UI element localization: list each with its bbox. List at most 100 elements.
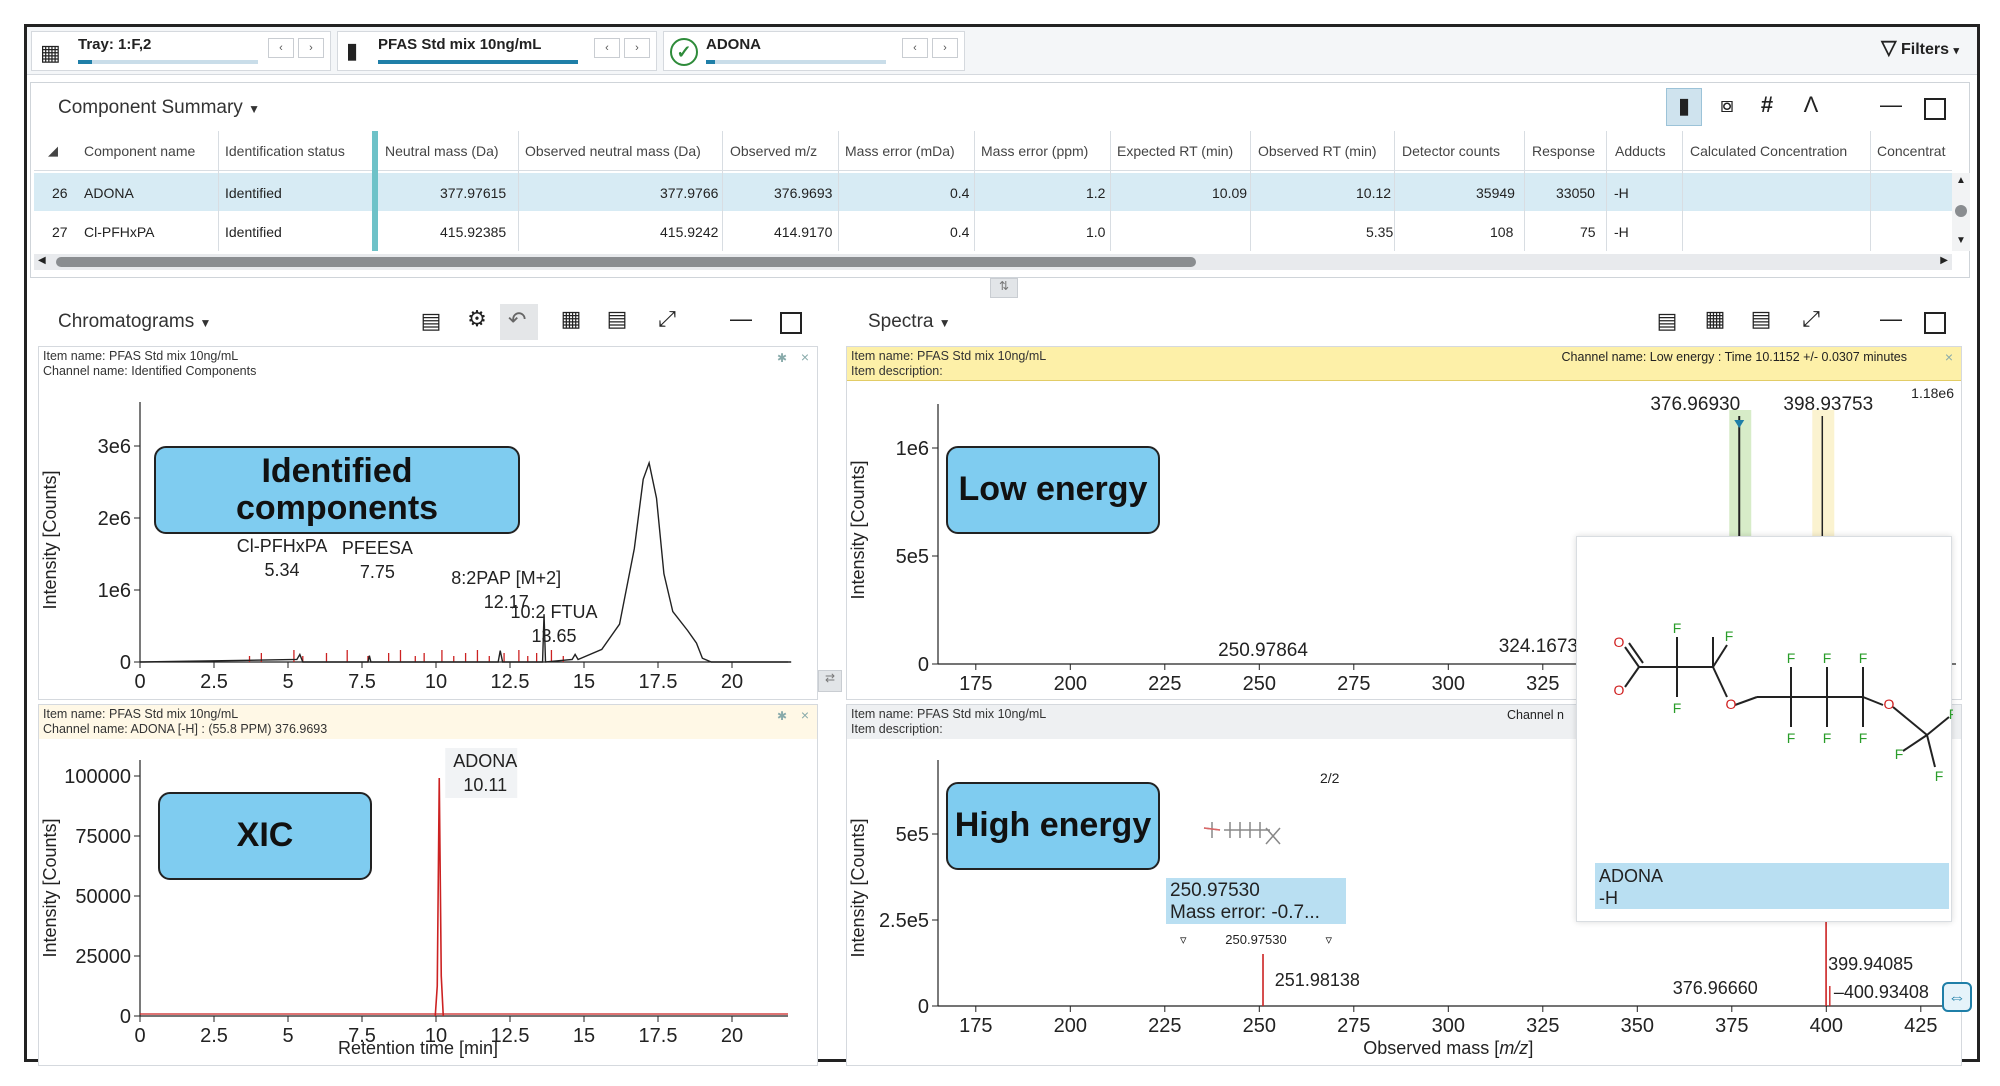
column-header[interactable]: Neutral mass (Da)	[385, 143, 499, 159]
tray-selector[interactable]: ▦ Tray: 1:F,2 ‹ ›	[31, 31, 331, 71]
chevron-down-icon: ▼	[248, 102, 260, 116]
chromatogram-info-bar: Item name: PFAS Std mix 10ng/mL Channel …	[39, 347, 817, 381]
y-tick-label: 0	[120, 652, 131, 674]
peak-label-rt: 10.11	[463, 775, 507, 795]
cell-adducts: -H	[1614, 185, 1629, 201]
y-tick-label: 0	[918, 654, 929, 676]
expand-icon[interactable]: ⤢	[658, 306, 676, 331]
column-header[interactable]: Mass error (mDa)	[845, 143, 955, 159]
chart-options-icon[interactable]: ▤	[1750, 306, 1772, 331]
peak-settings-icon[interactable]: Λ	[1803, 92, 1819, 117]
minimize-icon[interactable]: ―	[1880, 92, 1902, 117]
table-icon[interactable]: ▦	[560, 306, 582, 331]
maximize-icon[interactable]	[1924, 312, 1946, 334]
tray-prev-button[interactable]: ‹	[268, 38, 294, 58]
scroll-down-icon[interactable]: ▼	[1956, 235, 1966, 246]
pin-icon[interactable]: ✱	[776, 709, 787, 723]
peak-annotation-name: 8:2PAP [M+2]	[451, 568, 561, 588]
scroll-left-icon[interactable]: ◀	[38, 255, 46, 266]
peak-label: 324.16730	[1499, 636, 1589, 657]
x-tick-label: 175	[959, 673, 992, 695]
splitter-handle[interactable]: ⇄	[818, 670, 842, 692]
tray-progress-bar	[78, 60, 258, 64]
x-tick-label: 5	[282, 671, 293, 693]
x-tick-label: 17.5	[639, 671, 678, 693]
component-progress-fill	[706, 60, 715, 64]
sample-next-button[interactable]: ›	[624, 38, 650, 58]
column-header[interactable]: Observed m/z	[730, 143, 818, 159]
structure-bond	[1712, 644, 1728, 668]
minimize-icon[interactable]: ―	[1880, 306, 1902, 331]
undo-button[interactable]: ↶	[500, 304, 538, 340]
tooltip-selector[interactable]: ▿ 250.97530 ▿	[1166, 928, 1346, 952]
sample-prev-button[interactable]: ‹	[594, 38, 620, 58]
column-header[interactable]: Calculated Concentration	[1690, 143, 1848, 159]
maximize-icon[interactable]	[1924, 98, 1946, 120]
chromatogram-xic-chart[interactable]: 0 2.5 5 7.5 10 12.5 15 17.5 20 0 25000 50000 75000 10…	[38, 738, 818, 1066]
column-header[interactable]: Detector counts	[1402, 143, 1501, 159]
column-header[interactable]: Identification status	[225, 143, 345, 159]
sample-progress-fill	[378, 60, 578, 64]
vial-view-toggle[interactable]: ▮	[1666, 88, 1702, 126]
row-index: 27	[52, 224, 68, 240]
scroll-thumb[interactable]	[1955, 205, 1967, 217]
structure-popup: O O F F F O F F F F F F O F F F ADONA -H	[1576, 536, 1953, 922]
column-header[interactable]: Mass error (ppm)	[981, 143, 1089, 159]
share-icon[interactable]: ⧇	[1720, 92, 1734, 117]
sample-selector[interactable]: ▮ PFAS Std mix 10ng/mL ‹ ›	[337, 31, 657, 71]
scroll-up-icon[interactable]: ▲	[1956, 175, 1966, 186]
structure-atom: F	[1673, 620, 1682, 636]
table-header	[34, 131, 1952, 171]
component-next-button[interactable]: ›	[932, 38, 958, 58]
maximize-icon[interactable]	[780, 312, 802, 334]
chromatograms-title-text: Chromatograms	[58, 311, 195, 332]
tray-next-button[interactable]: ›	[298, 38, 324, 58]
minimize-icon[interactable]: ―	[730, 306, 752, 331]
sort-icon[interactable]: ◢	[48, 143, 58, 158]
column-header[interactable]: Concentrat	[1877, 143, 1946, 159]
close-icon[interactable]: ×	[1944, 349, 1953, 365]
table-vertical-scrollbar[interactable]: ▲ ▼	[1952, 173, 1970, 251]
vial-icon: ▮	[1678, 93, 1691, 118]
peak-marker	[1734, 420, 1745, 428]
spectra-title[interactable]: Spectra ▼	[868, 311, 951, 333]
link-icon[interactable]: ⇔	[1942, 982, 1972, 1012]
x-tick-label: 0	[134, 1025, 145, 1047]
expand-icon[interactable]: ⤢	[1802, 306, 1820, 331]
peak-label: 399.94085	[1828, 954, 1913, 974]
column-header[interactable]: Adducts	[1615, 143, 1666, 159]
hash-icon[interactable]: #	[1760, 92, 1774, 117]
structure-bond	[1712, 666, 1728, 698]
spectrum-high-energy-chart[interactable]: 175 200 225 250 275 300 325 350 375 400 425 0 2.5e5 5…	[846, 738, 1962, 1066]
close-icon[interactable]: ×	[800, 349, 809, 365]
close-icon[interactable]: ×	[800, 707, 809, 723]
component-selector[interactable]: ✓ ADONA ‹ ›	[663, 31, 965, 71]
chromatogram-identified-chart[interactable]: 0 2.5 5 7.5 10 12.5 15 17.5 20 0 1e6 2e6 3e6 Intensit…	[38, 380, 818, 700]
structure-bond	[1902, 734, 1928, 752]
frozen-column-divider[interactable]	[372, 131, 378, 251]
component-summary-title[interactable]: Component Summary ▼	[58, 97, 260, 119]
gear-icon[interactable]: ⚙	[467, 306, 487, 331]
column-header[interactable]: Response	[1532, 143, 1596, 159]
peak-detect-icon[interactable]: ▤	[420, 308, 442, 333]
scroll-thumb[interactable]	[56, 257, 1196, 267]
table-row[interactable]	[34, 212, 1952, 250]
pin-icon[interactable]: ✱	[776, 351, 787, 365]
column-header[interactable]: Observed RT (min)	[1258, 143, 1377, 159]
chromatograms-title[interactable]: Chromatograms ▼	[58, 311, 211, 333]
component-prev-button[interactable]: ‹	[902, 38, 928, 58]
table-horizontal-scrollbar[interactable]: ◀ ▶	[34, 254, 1952, 270]
chart-options-icon[interactable]: ▤	[606, 306, 628, 331]
column-header[interactable]: Component name	[84, 143, 196, 159]
x-tick-label: 325	[1526, 1015, 1559, 1037]
column-header[interactable]: Expected RT (min)	[1117, 143, 1234, 159]
table-icon[interactable]: ▦	[1704, 306, 1726, 331]
splitter-handle[interactable]: ⇅	[990, 278, 1018, 298]
check-circle-icon: ✓	[670, 38, 698, 66]
column-header[interactable]: Observed neutral mass (Da)	[525, 143, 701, 159]
filters-button[interactable]: ▽ Filters ▾	[1881, 35, 1959, 60]
cell-observed-neutral-mass: 415.9242	[660, 224, 719, 240]
peak-detect-icon[interactable]: ▤	[1656, 308, 1678, 333]
table-row[interactable]	[34, 173, 1952, 211]
scroll-right-icon[interactable]: ▶	[1940, 255, 1948, 266]
